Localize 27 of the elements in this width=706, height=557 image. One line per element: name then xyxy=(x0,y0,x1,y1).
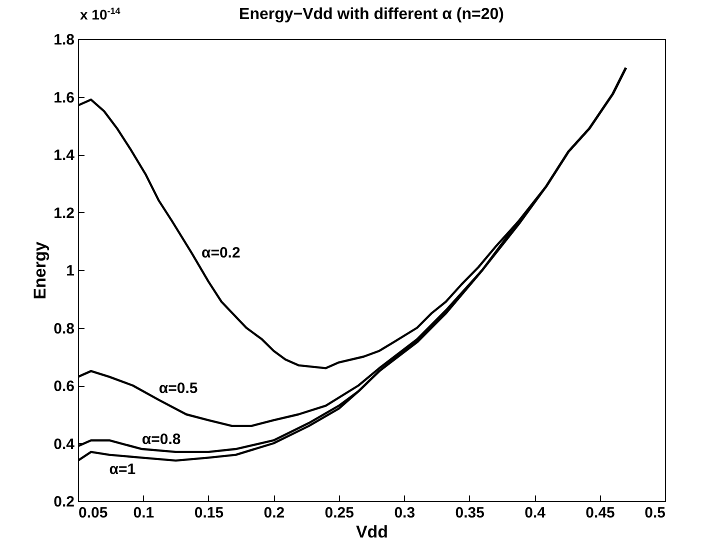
chart-title: Energy−Vdd with different α (n=20) xyxy=(239,6,504,23)
y-tick-label: 1 xyxy=(66,262,74,280)
x-tick-label: 0.1 xyxy=(133,504,154,522)
x-axis-title: Vdd xyxy=(356,522,388,542)
x-tick-label: 0.05 xyxy=(78,504,108,522)
series-label: α=0.2 xyxy=(201,244,240,262)
y-axis-title: Energy xyxy=(30,241,50,300)
y-tick-label: 0.2 xyxy=(54,494,74,510)
series-label: α=1 xyxy=(109,460,136,478)
y-tick-label: 0.4 xyxy=(54,436,76,453)
x-tick-label: 0.35 xyxy=(455,504,484,522)
x-tick-label: 0.2 xyxy=(264,504,285,522)
y-tick-label: 0.6 xyxy=(54,378,74,395)
x-tick-label: 0.15 xyxy=(194,504,224,522)
y-tick-label: 1.8 xyxy=(54,32,74,48)
x-tick-label: 0.25 xyxy=(324,504,354,522)
x-tick-label: 0.45 xyxy=(586,504,615,522)
x-tick-label: 0.5 xyxy=(644,504,666,522)
series-label: α=0.8 xyxy=(142,431,181,448)
y-tick-label: 0.8 xyxy=(54,320,74,338)
series-label: α=0.5 xyxy=(158,380,198,397)
y-tick-label: 1.2 xyxy=(54,204,74,222)
x-tick-label: 0.4 xyxy=(524,504,546,522)
text: x 10$^{-14}$ xyxy=(80,6,120,23)
y-tick-label: 1.4 xyxy=(54,147,76,164)
y-tick-label: 1.6 xyxy=(54,89,74,106)
x-tick-label: 0.3 xyxy=(394,504,416,522)
